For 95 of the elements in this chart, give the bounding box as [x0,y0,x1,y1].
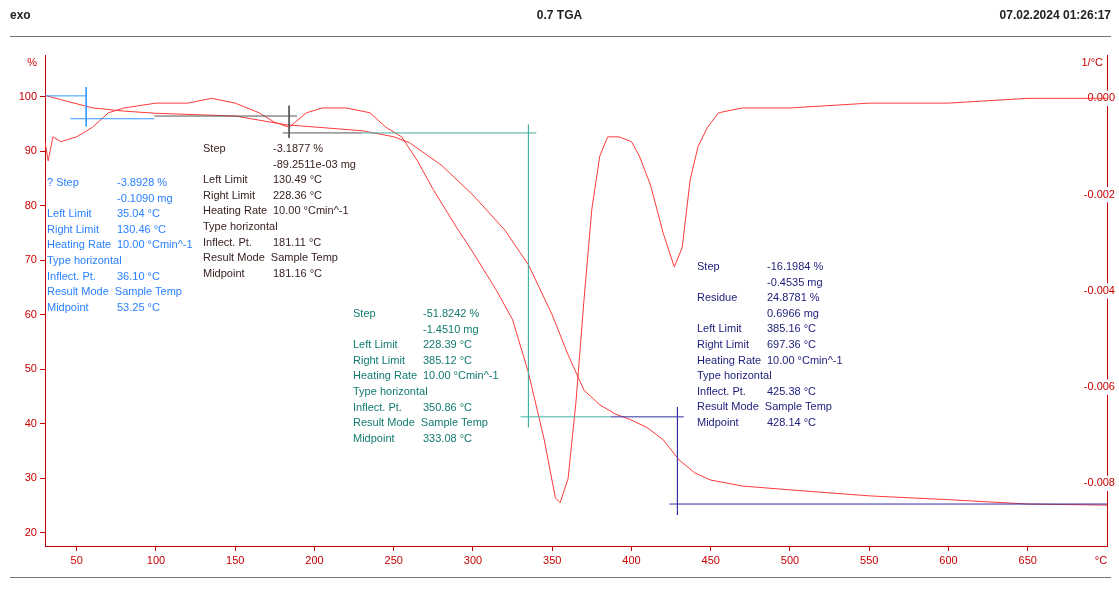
x-tick-label: 500 [780,553,800,566]
annotation: Right Limit [353,353,405,366]
x-tick-label: 450 [701,553,720,566]
x-tick-label: 400 [622,553,641,566]
y2-tick-label: -0.008 [1083,476,1115,489]
annotation: 53.25 °C [117,300,160,313]
annotation: 350.86 °C [423,400,473,413]
annotation: 385.12 °C [423,353,473,366]
y2-tick-label: -0.004 [1083,283,1115,296]
text: 07.02.2024 01:26:17 [999,8,1111,22]
annotation: Inflect. Pt. [203,235,252,248]
annotation: Midpoint [353,431,395,444]
annotation: ? Step [47,176,79,189]
annotation: 0.6966 mg [767,306,819,319]
annotation: Heating Rate [47,238,112,251]
annotation: Step [353,307,376,320]
y-tick-label: 60 [24,307,37,320]
x-tick-label: 50 [70,553,83,566]
y-axis-title: % [27,55,38,68]
annotation: Heating Rate [353,369,418,382]
annotation: Type horizontal [697,369,772,382]
annotation: 35.04 °C [117,207,160,220]
annotation: -0.4535 mg [767,275,823,288]
x-tick-label: 250 [384,553,403,566]
x-tick-label: 100 [146,553,166,566]
y-tick-label: 40 [24,416,37,429]
y2-axis-title: 1/°C [1081,55,1104,68]
annotation: Midpoint [47,300,89,313]
annotation: Residue [697,291,738,304]
x-tick-label: 600 [939,553,958,566]
annotation: Left Limit [47,207,92,220]
annotation: Type horizontal [353,385,428,398]
annotation: -51.8242 % [423,307,480,320]
annotation: Heating Rate [697,353,762,366]
annotation: Left Limit [353,338,398,351]
y-tick-label: 80 [24,198,37,211]
annotation: Result Mode Sample Temp [353,416,488,429]
x-tick-label: 200 [305,553,324,566]
annotation: Result Mode Sample Temp [47,285,182,298]
annotation: 697.36 °C [767,338,817,351]
annotation: 181.11 °C [273,235,322,248]
annotation: Right Limit [47,222,99,235]
x-tick-label: 550 [860,553,879,566]
annotation: 10.00 °Cmin^-1 [423,369,499,382]
x-axis-title: °C [1094,553,1108,566]
annotation: 228.36 °C [273,188,323,201]
annotation: 10.00 °Cmin^-1 [767,353,843,366]
annotation: Right Limit [697,338,749,351]
annotation: 130.49 °C [273,173,323,186]
y-tick-label: 20 [24,525,37,538]
annotation: -1.4510 mg [423,322,479,335]
annotation: -0.1090 mg [117,191,173,204]
annotation: Type horizontal [203,220,278,233]
chart-title: 0.7 TGA [536,8,583,22]
annotation: 181.16 °C [273,266,323,279]
annotation: Inflect. Pt. [697,384,746,397]
annotation: Right Limit [203,188,255,201]
x-tick-label: 650 [1018,553,1037,566]
annotation: 228.39 °C [423,338,473,351]
y-tick-label: 50 [24,362,37,375]
y2-tick-label: -0.006 [1083,380,1115,393]
text: exo [10,8,31,22]
y-tick-label: 30 [24,471,37,484]
annotation: 425.38 °C [767,384,817,397]
annotation: 385.16 °C [767,322,817,335]
annotation: Inflect. Pt. [47,269,96,282]
y-tick-label: 90 [24,144,37,157]
annotation: -89.2511e-03 mg [273,157,356,170]
x-tick-label: 350 [543,553,562,566]
annotation: Left Limit [697,322,742,335]
annotation: Result Mode Sample Temp [203,251,338,264]
annotation: 36.10 °C [117,269,160,282]
annotation: Inflect. Pt. [353,400,402,413]
annotation: Step [697,260,720,273]
annotation: -3.1877 % [273,142,324,155]
annotation: Result Mode Sample Temp [697,400,832,413]
annotation: Midpoint [697,416,739,429]
annotation: Step [203,142,226,155]
annotation: 130.46 °C [117,222,167,235]
annotation: 10.00 °Cmin^-1 [117,238,193,251]
annotation: 10.00 °Cmin^-1 [273,204,349,217]
annotation: 333.08 °C [423,431,473,444]
x-tick-label: 300 [463,553,483,566]
annotation: -16.1984 % [767,260,824,273]
annotation: -3.8928 % [117,176,168,189]
y-tick-label: 70 [24,253,37,266]
y2-tick-label: -0.002 [1083,187,1115,200]
annotation: Left Limit [203,173,248,186]
annotation: Heating Rate [203,204,268,217]
annotation: Midpoint [203,266,245,279]
annotation: 428.14 °C [767,416,817,429]
annotation: Type horizontal [47,254,122,267]
y-tick-label: 100 [18,89,37,102]
annotation: 24.8781 % [767,291,820,304]
x-tick-label: 150 [226,553,245,566]
